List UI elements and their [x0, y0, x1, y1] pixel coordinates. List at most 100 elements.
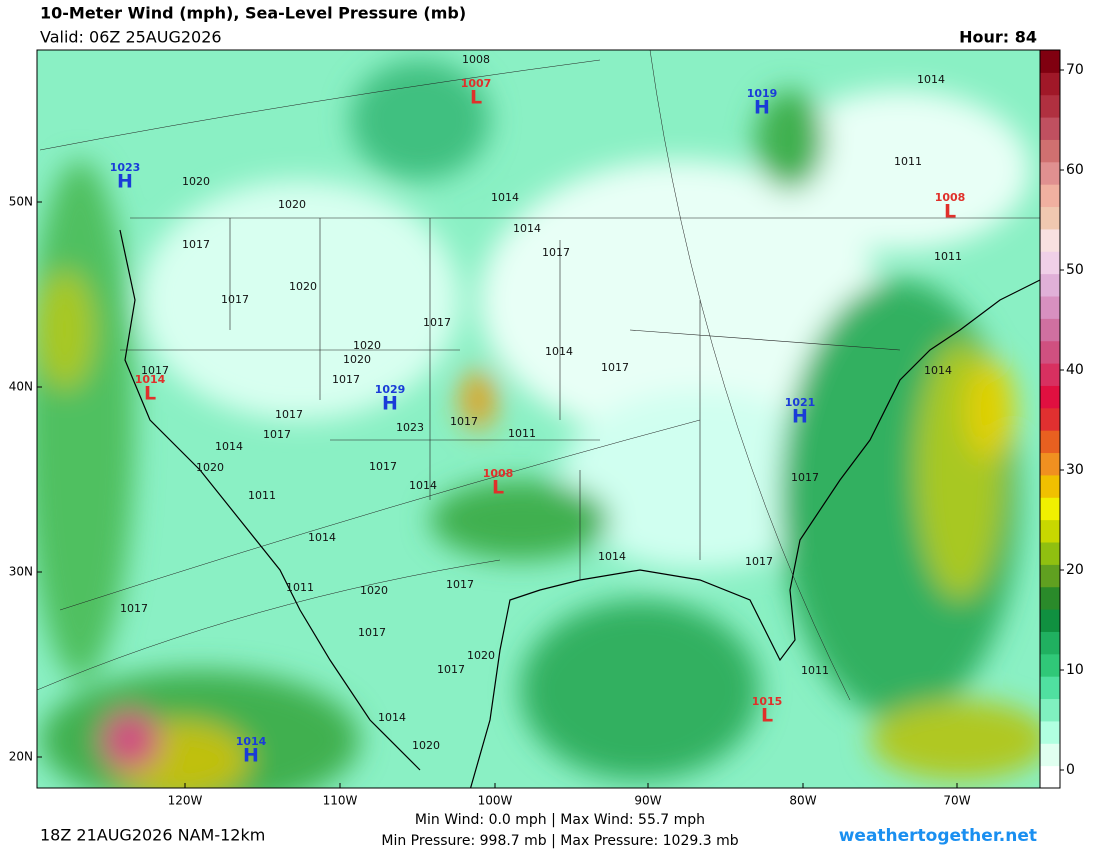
isobar-label: 1020 [343, 353, 371, 366]
isobar-label: 1014 [924, 364, 952, 377]
center-pressure: 1015 [752, 695, 783, 708]
colorbar-segment [1040, 653, 1060, 677]
lon-label: 70W [943, 794, 970, 808]
colorbar-segment [1040, 161, 1060, 185]
colorbar-label: 60 [1066, 162, 1084, 178]
center-letter: L [761, 705, 773, 727]
valid-time: Valid: 06Z 25AUG2026 [40, 28, 222, 47]
site-name: weathertogether.net [839, 826, 1037, 846]
isobar-label: 1020 [353, 339, 381, 352]
pressure-range: Min Pressure: 998.7 mb | Max Pressure: 1… [381, 833, 738, 849]
center-pressure: 1023 [110, 161, 141, 174]
colorbar-segment [1040, 542, 1060, 565]
isobar-label: 1017 [450, 415, 478, 428]
center-pressure: 1021 [785, 396, 816, 409]
isobar-label: 1017 [745, 555, 773, 568]
colorbar-label: 0 [1066, 762, 1075, 778]
isobar-label: 1014 [215, 440, 243, 453]
colorbar-segment [1040, 340, 1060, 364]
colorbar-segment [1040, 609, 1060, 632]
colorbar-label: 10 [1066, 662, 1084, 678]
colorbar-segment [1040, 206, 1060, 230]
colorbar-segment [1040, 497, 1060, 521]
isobar-label: 1011 [286, 581, 314, 594]
colorbar-frame [1039, 49, 1061, 789]
colorbar-segment [1040, 720, 1060, 744]
isobar-label: 1017 [332, 373, 360, 386]
colorbar-label: 50 [1066, 262, 1084, 278]
center-pressure: 1008 [483, 467, 514, 480]
colorbar-segment [1040, 273, 1060, 297]
colorbar-segment [1040, 363, 1060, 386]
colorbar-segment [1040, 474, 1060, 498]
colorbar-segment [1040, 318, 1060, 342]
center-pressure: 1014 [135, 373, 166, 386]
lon-label: 110W [323, 794, 358, 808]
isobar-label: 1017 [369, 460, 397, 473]
colorbar-segment [1040, 765, 1060, 789]
center-letter: L [144, 383, 156, 405]
isobar-label: 1017 [358, 626, 386, 639]
lat-label: 40N [9, 380, 33, 394]
isobar-label: 1017 [437, 663, 465, 676]
colorbar-segment [1040, 452, 1060, 476]
title: 10-Meter Wind (mph), Sea-Level Pressure … [40, 4, 466, 23]
colorbar-segment [1040, 564, 1060, 588]
isobar-label: 1017 [791, 471, 819, 484]
model-run: 18Z 21AUG2026 NAM-12km [40, 826, 265, 845]
center-letter: L [470, 87, 482, 109]
isobar-label: 1014 [378, 711, 406, 724]
wind-shading [37, 60, 1040, 788]
isobar-label: 1008 [462, 53, 490, 66]
isobar-label: 1011 [934, 250, 962, 263]
isobar-label: 1020 [360, 584, 388, 597]
colorbar-segment [1040, 385, 1060, 409]
isobar-label: 1020 [467, 649, 495, 662]
colorbar-label: 40 [1066, 362, 1084, 378]
isobar-label: 1011 [508, 427, 536, 440]
colorbar-segment [1040, 586, 1060, 610]
center-pressure: 1007 [461, 77, 492, 90]
isobar-label: 1017 [601, 361, 629, 374]
isobar-label: 1017 [182, 238, 210, 251]
lon-label: 80W [789, 794, 816, 808]
isobar-label: 1017 [275, 408, 303, 421]
lon-label: 120W [168, 794, 203, 808]
lat-label: 50N [9, 195, 33, 209]
isobar-label: 1020 [289, 280, 317, 293]
isobar-label: 1014 [598, 550, 626, 563]
center-pressure: 1014 [236, 735, 267, 748]
colorbar-segment [1040, 139, 1060, 163]
colorbar-segment [1040, 72, 1060, 96]
lon-label: 100W [478, 794, 513, 808]
colorbar-segment [1040, 430, 1060, 454]
isobar-label: 1020 [278, 198, 306, 211]
isobar-label: 1014 [308, 531, 336, 544]
lon-label: 90W [634, 794, 661, 808]
colorbar-segment [1040, 296, 1060, 319]
isobar-label: 1017 [423, 316, 451, 329]
coastline [119, 229, 1040, 788]
colorbar-segment [1040, 519, 1060, 543]
colorbar-segment [1040, 184, 1060, 208]
colorbar-segment [1040, 631, 1060, 655]
colorbar-segment [1040, 251, 1060, 275]
colorbar-label: 30 [1066, 462, 1084, 478]
center-letter: H [382, 393, 398, 415]
isobar-label: 1020 [196, 461, 224, 474]
isobar-label: 1017 [221, 293, 249, 306]
isobar-label: 1014 [545, 345, 573, 358]
isobar-label: 1023 [396, 421, 424, 434]
isobar-label: 1017 [446, 578, 474, 591]
colorbar-segment [1040, 117, 1060, 140]
isobar-label: 1014 [513, 222, 541, 235]
colorbar-label: 70 [1066, 62, 1084, 78]
isobar-label: 1014 [409, 479, 437, 492]
colorbar-segment [1040, 407, 1060, 431]
colorbar-segment [1040, 94, 1060, 118]
isobar-label: 1014 [491, 191, 519, 204]
borders [120, 217, 1040, 580]
isobars [37, 50, 851, 701]
colorbar-segment [1040, 228, 1060, 252]
